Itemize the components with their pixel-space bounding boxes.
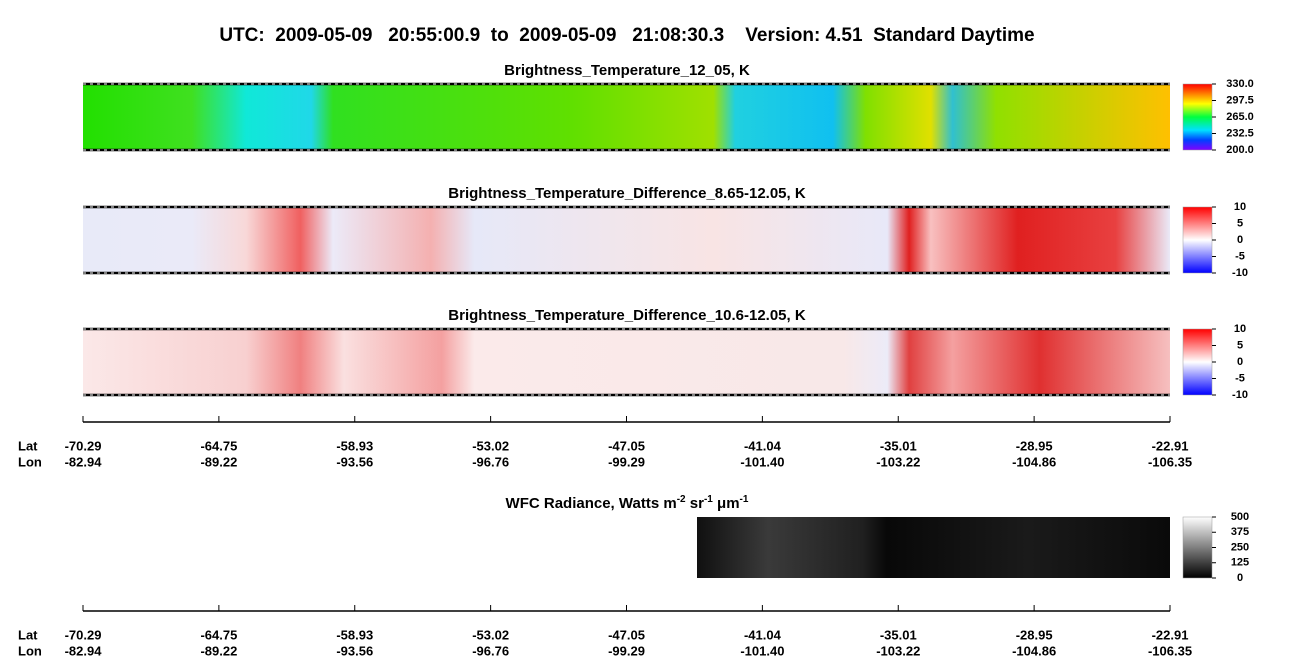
lon-tick-label: -89.22 xyxy=(200,643,237,658)
main-title: UTC: 2009-05-09 20:55:00.9 to 2009-05-09… xyxy=(219,25,1034,46)
lat-tick-label: -58.93 xyxy=(336,627,373,642)
lon-tick-label: -104.86 xyxy=(1012,643,1056,658)
panel-title: Brightness_Temperature_Difference_8.65-1… xyxy=(448,185,806,202)
lon-tick-label: -104.86 xyxy=(1012,454,1056,469)
image-strip xyxy=(83,207,1170,273)
lon-tick-label: -82.94 xyxy=(65,454,103,469)
colorbar-tick-label: 0 xyxy=(1237,572,1243,584)
colorbar-tick-label: 125 xyxy=(1231,557,1249,569)
lat-tick-label: -35.01 xyxy=(880,627,917,642)
lat-tick-label: -41.04 xyxy=(744,627,782,642)
colorbar xyxy=(1182,328,1213,396)
title-text: μm xyxy=(713,495,740,512)
lon-tick-label: -93.56 xyxy=(336,643,373,658)
colorbar-tick-label: 500 xyxy=(1231,511,1249,523)
colorbar-tick-label: 0 xyxy=(1237,234,1243,246)
lat-tick-label: -64.75 xyxy=(200,438,237,453)
lat-tick-label: -70.29 xyxy=(65,438,102,453)
colorbar-tick-label: 330.0 xyxy=(1226,78,1254,90)
panel-title: Brightness_Temperature_12_05, K xyxy=(504,62,750,79)
lon-tick-label: -101.40 xyxy=(740,643,784,658)
lat-tick-label: -53.02 xyxy=(472,438,509,453)
axis-label: Lat xyxy=(18,627,38,642)
axis-label: Lat xyxy=(18,438,38,453)
colorbar-tick-label: -10 xyxy=(1232,389,1248,401)
lon-tick-label: -103.22 xyxy=(876,454,920,469)
colorbar-tick-label: 200.0 xyxy=(1226,144,1254,156)
colorbar-tick-label: 10 xyxy=(1234,201,1246,213)
lon-tick-label: -103.22 xyxy=(876,643,920,658)
title-superscript: -1 xyxy=(740,494,749,505)
colorbar-tick-label: 5 xyxy=(1237,339,1243,351)
lon-tick-label: -99.29 xyxy=(608,454,645,469)
colorbar xyxy=(1182,206,1213,274)
lat-tick-label: -47.05 xyxy=(608,627,645,642)
axis-label: Lon xyxy=(18,454,42,469)
colorbar-tick-label: 10 xyxy=(1234,323,1246,335)
colorbar-tick-label: 0 xyxy=(1237,356,1243,368)
colorbar-tick-label: -5 xyxy=(1235,372,1245,384)
lat-tick-label: -28.95 xyxy=(1016,438,1053,453)
image-strip xyxy=(697,517,1170,578)
lon-tick-label: -101.40 xyxy=(740,454,784,469)
title-superscript: -1 xyxy=(704,494,713,505)
lon-tick-label: -89.22 xyxy=(200,454,237,469)
colorbar-tick-label: 5 xyxy=(1237,217,1243,229)
colorbar-tick-label: 232.5 xyxy=(1226,127,1254,139)
lat-tick-label: -70.29 xyxy=(65,627,102,642)
lat-tick-label: -58.93 xyxy=(336,438,373,453)
colorbar-tick-label: 265.0 xyxy=(1226,111,1254,123)
colorbar-tick-label: 250 xyxy=(1231,541,1249,553)
lat-tick-label: -35.01 xyxy=(880,438,917,453)
colorbar xyxy=(1182,83,1213,151)
lon-tick-label: -96.76 xyxy=(472,643,509,658)
title-text: WFC Radiance, Watts m xyxy=(506,495,677,512)
lat-tick-label: -22.91 xyxy=(1152,627,1189,642)
colorbar-tick-label: -10 xyxy=(1232,267,1248,279)
lat-tick-label: -28.95 xyxy=(1016,627,1053,642)
title-superscript: -2 xyxy=(677,494,686,505)
lon-tick-label: -106.35 xyxy=(1148,643,1192,658)
lon-tick-label: -96.76 xyxy=(472,454,509,469)
lat-tick-label: -47.05 xyxy=(608,438,645,453)
title-text: sr xyxy=(686,495,705,512)
lat-tick-label: -53.02 xyxy=(472,627,509,642)
lat-tick-label: -41.04 xyxy=(744,438,782,453)
lon-tick-label: -93.56 xyxy=(336,454,373,469)
lon-tick-label: -82.94 xyxy=(65,643,103,658)
lon-tick-label: -99.29 xyxy=(608,643,645,658)
panel-title: WFC Radiance, Watts m-2 sr-1 μm-1 xyxy=(506,494,749,512)
axis-label: Lon xyxy=(18,643,42,658)
colorbar-tick-label: 375 xyxy=(1231,526,1249,538)
colorbar xyxy=(1182,516,1213,579)
image-strip xyxy=(83,329,1170,395)
lon-tick-label: -106.35 xyxy=(1148,454,1192,469)
colorbar-tick-label: 297.5 xyxy=(1226,94,1254,106)
image-strip xyxy=(83,84,1170,150)
panel-title: Brightness_Temperature_Difference_10.6-1… xyxy=(448,307,806,324)
lat-tick-label: -64.75 xyxy=(200,627,237,642)
colorbar-tick-label: -5 xyxy=(1235,250,1245,262)
lat-tick-label: -22.91 xyxy=(1152,438,1189,453)
